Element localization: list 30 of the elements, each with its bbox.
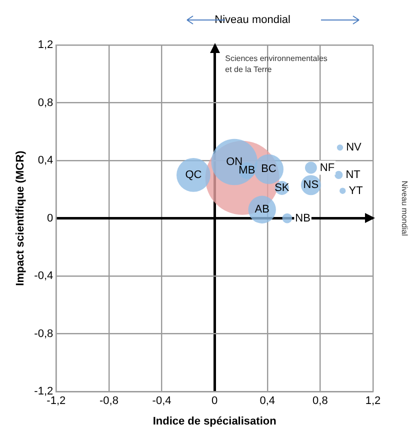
x-tick-label: -0,8 [99, 395, 118, 408]
x-tick-label: 0 [212, 395, 218, 408]
data-label: AB [254, 204, 270, 216]
text: Niveau mondial [400, 180, 409, 236]
text: Niveau mondial [214, 14, 290, 26]
data-label: NS [303, 179, 319, 192]
data-label: NT [346, 169, 361, 182]
data-label: NV [346, 142, 362, 154]
data-label: YT [348, 184, 364, 197]
x-tick-label: 1,2 [365, 395, 381, 408]
y-tick-label: 1,2 [38, 39, 54, 52]
data-label: SK [274, 182, 290, 194]
x-axis-title: Indice de spécialisation [152, 415, 277, 428]
y-tick-label: 0,4 [38, 154, 54, 167]
y-tick-label: 0 [47, 212, 54, 224]
x-tick-label: 0,8 [312, 395, 328, 408]
x-tick-label: 0,4 [260, 395, 276, 408]
data-label: BC [261, 163, 276, 176]
annotation: Sciences environnementales et de la Terre [225, 54, 328, 74]
data-label: MB [238, 164, 256, 177]
y-tick-label: -1,2 [34, 386, 54, 398]
data-label: NF [320, 162, 335, 174]
y-axis-title: Impact scientifique (MCR) [14, 150, 27, 286]
x-tick-label: -1,2 [46, 395, 66, 408]
data-label: QC [185, 169, 202, 182]
y-tick-label: 0,8 [38, 96, 54, 109]
data-label: NB [295, 212, 310, 224]
y-tick-label: -0,4 [34, 270, 54, 282]
y-tick-label: -0,8 [34, 328, 54, 340]
x-tick-label: -0,4 [152, 395, 172, 408]
